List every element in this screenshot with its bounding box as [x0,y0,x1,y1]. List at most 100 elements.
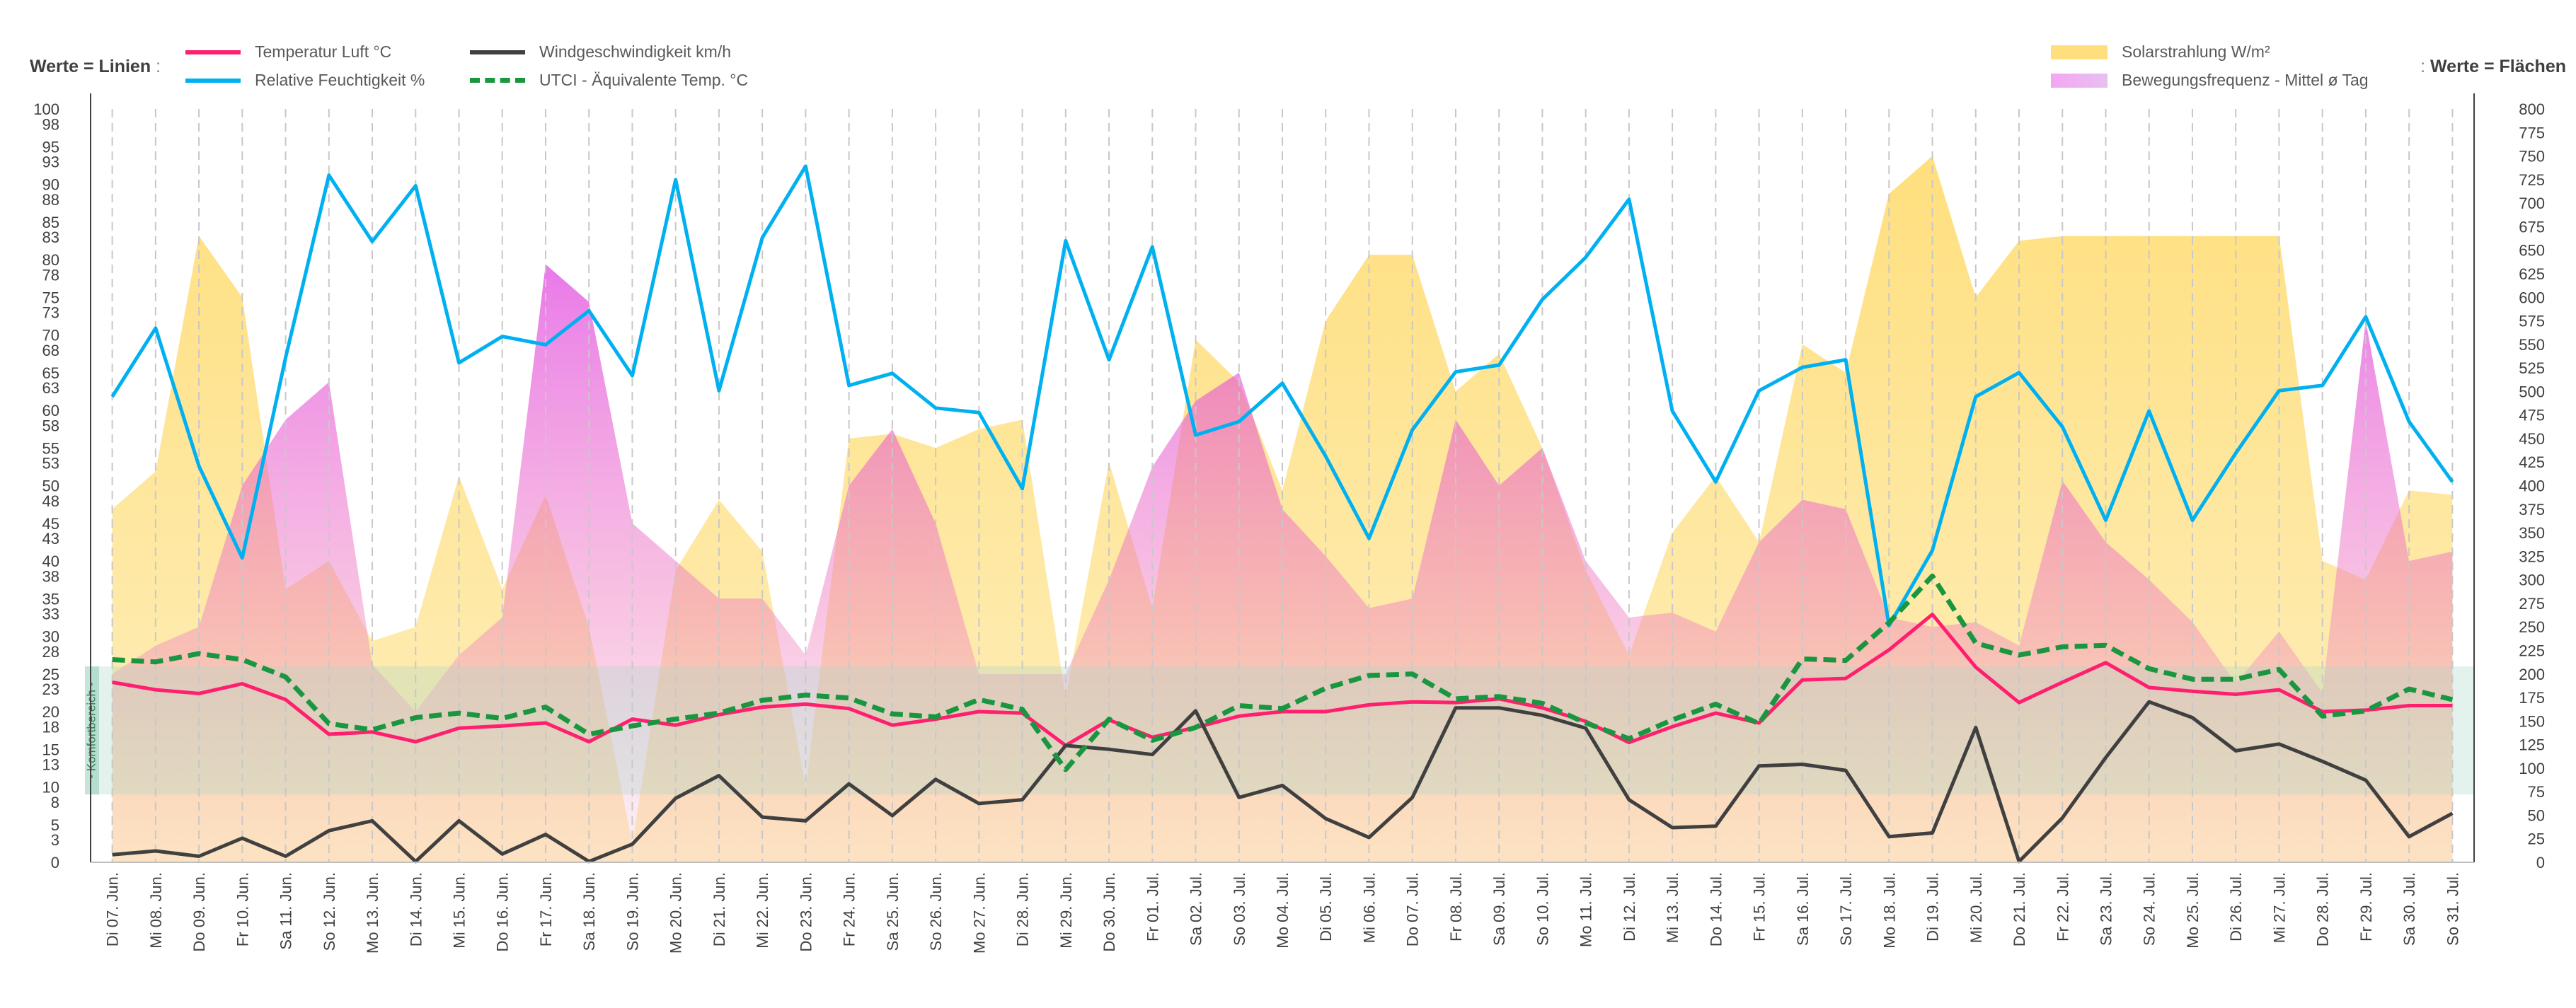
right-tick-label: 400 [2519,477,2545,495]
x-tick-label: Fr 01. Jul. [1144,872,1161,942]
left-tick-label: 80 [42,251,59,269]
legend-swatch-wind [470,50,525,54]
right-tick-label: 750 [2519,148,2545,166]
legend-swatch-utci [470,78,525,83]
left-axis-title-text: Werte = Linien [30,57,151,76]
legend-movement: Bewegungsfrequenz - Mittel ø Tag [2051,71,2369,90]
legend-swatch-temperature [185,50,241,54]
x-tick-label: Di 07. Jun. [104,872,122,946]
comfort-band [91,666,2474,795]
x-tick-label: Mi 15. Jun. [451,872,468,949]
x-tick-label: So 03. Jul. [1231,872,1248,946]
legend-swatch-humidity [185,78,241,83]
legend-humidity: Relative Feuchtigkeit % [185,71,425,90]
x-tick-label: Sa 23. Jul. [2097,872,2115,946]
right-tick-label: 100 [2519,760,2545,777]
line-series-layer [110,164,2454,864]
right-tick-label: 475 [2519,407,2545,424]
right-tick-label: 625 [2519,265,2545,283]
legend-solar: Solarstrahlung W/m² [2051,42,2270,62]
left-tick-label: 43 [42,530,59,548]
legend-label-temperature: Temperatur Luft °C [255,42,392,61]
right-tick-label: 600 [2519,289,2545,306]
left-tick-label: 25 [42,666,59,683]
right-tick-label: 800 [2519,100,2545,118]
left-tick-label: 45 [42,515,59,533]
right-tick-label: 75 [2528,783,2545,801]
left-tick-label: 58 [42,417,59,434]
x-tick-label: So 12. Jun. [321,872,338,951]
left-tick-label: 30 [42,628,59,646]
right-tick-label: 575 [2519,313,2545,330]
comfort-band-layer: - Komfortbereich - [84,666,2474,795]
legend-wind: Windgeschwindigkeit km/h [470,42,731,62]
x-tick-label: Do 23. Jun. [797,872,815,952]
x-tick-label: Do 21. Jul. [2011,872,2028,946]
right-tick-label: 0 [2536,854,2545,871]
left-tick-label: 68 [42,342,59,359]
right-axis-title: : Werte = Flächen [2420,57,2566,76]
left-tick-label: 48 [42,492,59,510]
left-tick-label: 15 [42,741,59,758]
left-tick-label: 83 [42,228,59,246]
left-tick-label: 23 [42,680,59,698]
right-tick-label: 450 [2519,430,2545,448]
x-tick-label: Fr 22. Jul. [2054,872,2071,942]
left-tick-label: 20 [42,703,59,721]
right-tick-label: 375 [2519,501,2545,519]
right-tick-label: 675 [2519,218,2545,236]
left-tick-label: 8 [51,794,59,811]
right-tick-label: 125 [2519,736,2545,754]
x-tick-label: Di 26. Jul. [2227,872,2245,942]
x-tick-label: Mi 13. Jul. [1664,872,1681,943]
x-tick-label: Di 14. Jun. [407,872,425,946]
x-tick-label: Fr 17. Jun. [537,872,555,946]
x-tick-label: Fr 29. Jul. [2357,872,2375,942]
right-tick-label: 425 [2519,453,2545,471]
x-tick-label: Fr 15. Jul. [1751,872,1769,942]
legend-utci: UTCI - Äquivalente Temp. °C [470,71,748,90]
right-tick-label: 150 [2519,712,2545,730]
left-tick-label: 40 [42,552,59,570]
left-tick-label: 98 [42,115,59,133]
left-tick-label: 60 [42,402,59,419]
x-tick-label: Di 05. Jul. [1317,872,1335,942]
x-tick-label: Sa 11. Jun. [277,872,295,950]
legend-swatch-movement [2051,73,2108,88]
right-tick-label: 550 [2519,336,2545,354]
legend-label-humidity: Relative Feuchtigkeit % [255,71,425,89]
x-tick-label: Fr 10. Jun. [234,872,251,946]
x-tick-label: Fr 08. Jul. [1447,872,1465,942]
x-tick-label: Di 21. Jun. [711,872,728,946]
x-tick-label: Mo 18. Jul. [1880,872,1898,949]
left-tick-label: 38 [42,567,59,585]
legend-label-utci: UTCI - Äquivalente Temp. °C [539,71,749,89]
right-tick-label: 50 [2528,806,2545,824]
x-tick-label: Di 19. Jul. [1924,872,1942,942]
vertical-gridlines [111,109,2454,862]
x-tick-label: Mi 20. Jul. [1967,872,1985,943]
left-tick-label: 90 [42,176,59,194]
left-tick-label: 35 [42,590,59,608]
x-tick-label: Mo 25. Jul. [2184,872,2202,949]
line-series-relative-feuchtigkeit [110,164,2454,628]
x-tick-label: Di 12. Jul. [1621,872,1638,942]
x-tick-label: Sa 16. Jul. [1794,872,1812,946]
legend-swatch-solar [2051,45,2108,59]
x-tick-label: Mi 29. Jun. [1057,872,1075,949]
right-tick-label: 275 [2519,595,2545,613]
x-tick-label: Do 16. Jun. [494,872,512,952]
x-tick-label: Sa 25. Jun. [884,872,902,951]
line-series-utci-quivalente-temp-c [112,573,2454,772]
x-tick-label: Fr 24. Jun. [841,872,858,946]
left-tick-label: 100 [33,100,59,118]
left-tick-label: 53 [42,455,59,473]
x-tick-label: So 26. Jun. [927,872,945,951]
left-tick-label: 78 [42,266,59,284]
x-tick-label: Mi 06. Jul. [1360,872,1378,943]
axes-layer: 0358101315182023252830333538404345485053… [33,93,2545,954]
left-tick-label: 3 [51,831,59,849]
x-tick-label: Mi 22. Jun. [754,872,771,949]
left-tick-label: 33 [42,606,59,623]
